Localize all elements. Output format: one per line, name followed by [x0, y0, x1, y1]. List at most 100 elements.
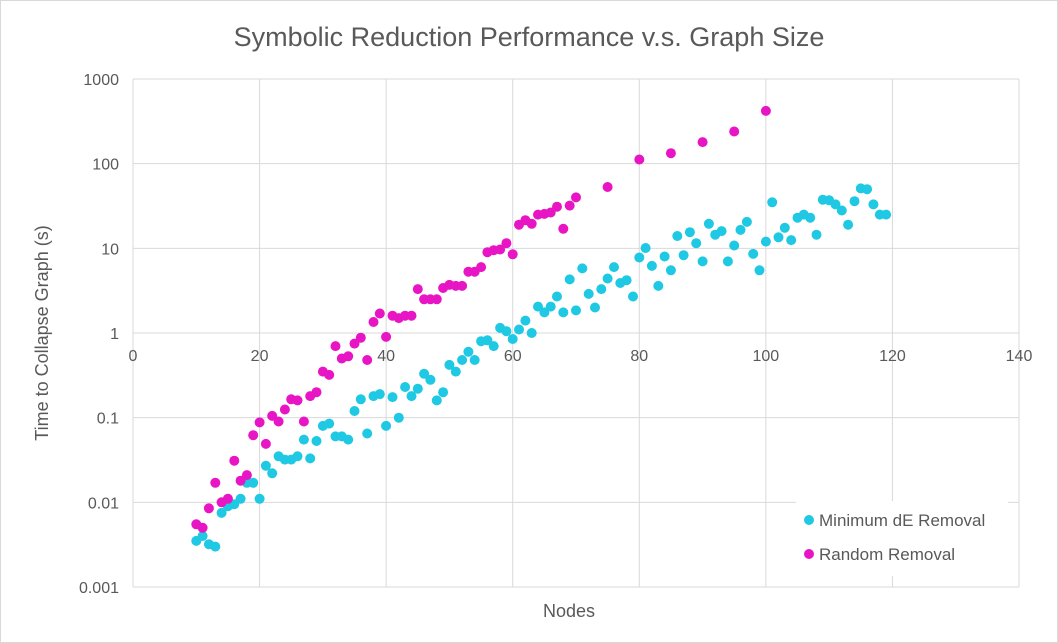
data-point [729, 240, 740, 251]
data-point [368, 317, 379, 327]
data-point [571, 192, 581, 203]
data-point [488, 341, 499, 352]
data-point [362, 355, 373, 365]
y-tick-label: 1000 [83, 72, 119, 89]
data-point [387, 392, 398, 403]
data-point [444, 359, 455, 370]
data-point [457, 280, 468, 291]
data-point [355, 394, 366, 405]
data-point [463, 346, 474, 357]
y-tick-label: 0.1 [97, 411, 119, 428]
data-point [210, 477, 221, 488]
data-point [533, 301, 543, 312]
data-point [248, 430, 259, 441]
data-point [349, 406, 360, 416]
series-random-removal [191, 105, 771, 533]
data-point [495, 244, 506, 255]
data-point [298, 416, 309, 427]
data-point [526, 328, 537, 338]
data-points [191, 105, 892, 552]
data-point [292, 395, 303, 406]
data-point [748, 248, 759, 259]
data-point [545, 301, 556, 312]
x-tick-label: 40 [377, 348, 395, 365]
data-point [374, 308, 385, 319]
data-point [602, 182, 613, 192]
data-point [248, 477, 259, 488]
data-point [697, 256, 708, 267]
data-point [805, 212, 816, 223]
data-point [539, 307, 550, 318]
data-point [786, 235, 797, 246]
data-point [235, 493, 246, 504]
data-point [412, 383, 423, 394]
data-point [564, 274, 575, 285]
data-point [419, 368, 430, 379]
data-point [729, 126, 740, 137]
data-point [640, 243, 651, 253]
data-point [469, 355, 480, 365]
data-point [862, 184, 873, 195]
data-point [355, 332, 366, 343]
data-point [830, 199, 841, 210]
data-point [811, 229, 822, 240]
y-tick-label: 0.001 [79, 580, 119, 597]
data-point [222, 493, 233, 504]
data-point [678, 250, 689, 261]
legend-marker-minimum-de-removal [804, 515, 814, 525]
y-tick-label: 0.01 [88, 495, 119, 512]
data-point [716, 226, 727, 237]
legend-background [796, 501, 1008, 576]
data-point [260, 438, 271, 449]
y-axis-label: Time to Collapse Graph (s) [32, 225, 52, 440]
data-point [362, 428, 373, 439]
y-tick-label: 10 [101, 241, 119, 258]
data-point [381, 331, 392, 342]
data-point [324, 369, 335, 380]
data-point [197, 522, 208, 533]
data-point [406, 310, 417, 321]
data-point [779, 222, 790, 233]
data-point [450, 366, 461, 377]
data-point [324, 418, 335, 429]
data-point [609, 262, 619, 273]
data-point [260, 460, 271, 471]
data-point [552, 201, 562, 212]
data-point [672, 231, 683, 241]
data-point [843, 219, 854, 230]
data-point [646, 260, 657, 271]
data-point [767, 197, 778, 208]
data-point [773, 232, 784, 243]
data-point [868, 199, 879, 210]
x-tick-label: 60 [504, 348, 522, 365]
data-point [374, 389, 385, 400]
data-point [203, 503, 214, 514]
x-tick-label: 0 [129, 348, 138, 365]
legend-label-minimum-de-removal: Minimum dE Removal [819, 511, 985, 530]
data-point [881, 209, 892, 220]
data-point [526, 218, 537, 229]
series-minimum-de-removal [191, 183, 892, 552]
data-point [760, 236, 771, 247]
data-point [602, 273, 613, 284]
data-point [482, 335, 493, 346]
data-point [545, 207, 556, 218]
legend-label-random-removal: Random Removal [819, 545, 955, 564]
data-point [476, 262, 487, 273]
x-tick-label: 100 [753, 348, 780, 365]
data-point [558, 223, 569, 234]
data-point [665, 265, 676, 276]
x-tick-label: 120 [879, 348, 906, 365]
data-point [431, 395, 442, 406]
data-point [292, 451, 303, 462]
data-point [849, 196, 860, 207]
data-point [735, 224, 746, 235]
data-point [393, 412, 404, 423]
x-tick-label: 20 [251, 348, 269, 365]
data-point [514, 324, 524, 335]
y-tick-label: 1 [110, 326, 119, 343]
data-point [577, 263, 588, 274]
data-point [564, 200, 575, 211]
data-point [431, 294, 442, 305]
